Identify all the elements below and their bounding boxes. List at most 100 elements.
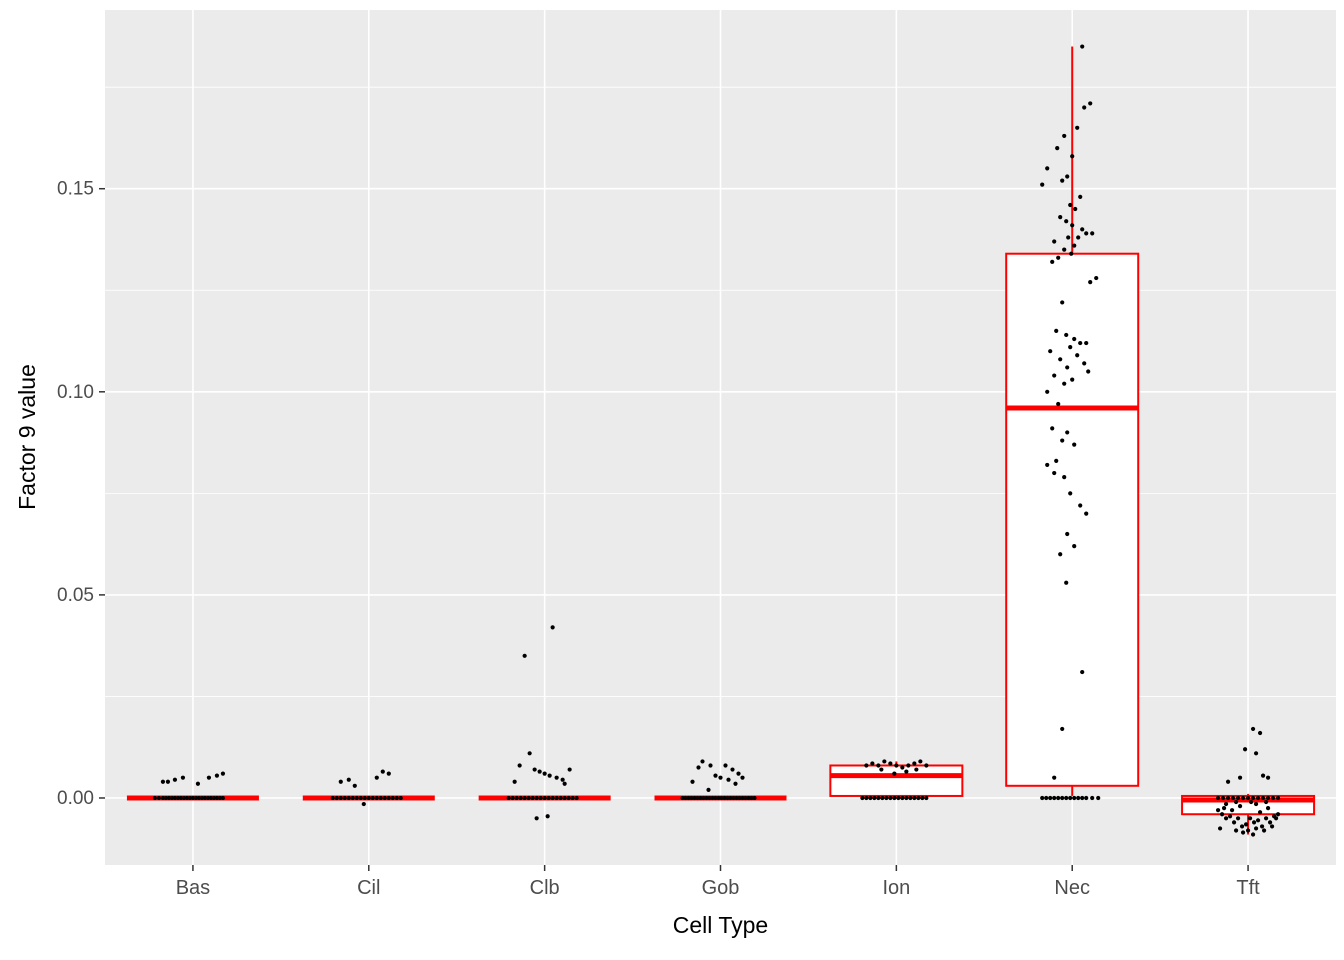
jitter-point <box>510 795 515 801</box>
jitter-point <box>1221 806 1227 811</box>
jitter-point <box>163 795 169 801</box>
jitter-point <box>522 795 527 801</box>
jitter-point <box>346 777 351 782</box>
jitter-point <box>537 769 542 774</box>
jitter-point <box>892 771 897 776</box>
jitter-point <box>752 795 757 801</box>
jitter-point <box>346 795 351 801</box>
jitter-point <box>1270 795 1276 801</box>
jitter-point <box>701 795 706 801</box>
jitter-point <box>1073 206 1078 212</box>
y-tick-label: 0.00 <box>57 788 94 809</box>
jitter-point <box>1052 239 1057 244</box>
jitter-point <box>696 765 701 770</box>
jitter-point <box>892 795 897 801</box>
jitter-point <box>366 795 371 801</box>
jitter-point <box>1068 202 1073 208</box>
jitter-point <box>1253 751 1259 756</box>
jitter-point <box>506 795 511 801</box>
jitter-point <box>737 795 742 801</box>
jitter-point <box>394 795 399 801</box>
jitter-point <box>1068 345 1073 350</box>
jitter-point <box>1082 361 1087 366</box>
jitter-point <box>1058 552 1063 557</box>
jitter-point <box>707 795 712 801</box>
x-tick-label: Clb <box>530 877 560 899</box>
jitter-point <box>354 795 359 801</box>
jitter-point <box>342 795 347 801</box>
jitter-point <box>1076 795 1081 801</box>
jitter-point <box>390 795 395 801</box>
jitter-point <box>534 795 539 801</box>
jitter-point <box>710 795 715 801</box>
jitter-point <box>740 795 745 801</box>
jitter-point <box>175 795 181 801</box>
jitter-point <box>1064 795 1069 801</box>
jitter-point <box>166 795 172 801</box>
jitter-point <box>1040 182 1045 187</box>
jitter-point <box>1088 101 1093 106</box>
y-tick-label: 0.15 <box>57 179 94 200</box>
jitter-point <box>1237 775 1243 780</box>
jitter-point <box>1070 154 1075 159</box>
jitter-point <box>692 795 697 801</box>
jitter-point <box>518 795 523 801</box>
jitter-point <box>214 773 220 778</box>
jitter-point <box>690 779 695 784</box>
jitter-point <box>542 795 547 801</box>
jitter-point <box>722 795 727 801</box>
jitter-point <box>517 763 522 768</box>
jitter-point <box>386 795 391 801</box>
jitter-point <box>196 795 202 801</box>
jitter-point <box>386 771 391 776</box>
jitter-point <box>1055 145 1060 151</box>
jitter-point <box>900 765 905 770</box>
jitter-point <box>920 795 925 801</box>
jitter-point <box>1096 795 1101 801</box>
jitter-point <box>512 779 517 784</box>
jitter-point <box>1260 773 1266 778</box>
jitter-point <box>1247 816 1253 821</box>
jitter-point <box>1056 795 1061 801</box>
jitter-point <box>876 763 881 768</box>
jitter-point <box>172 795 178 801</box>
jitter-point <box>708 763 713 768</box>
jitter-point <box>1251 820 1257 825</box>
jitter-point <box>566 795 571 801</box>
jitter-point <box>888 795 893 801</box>
jitter-point <box>1235 816 1241 821</box>
jitter-point <box>570 795 575 801</box>
jitter-point <box>1084 231 1089 236</box>
jitter-point <box>1044 795 1049 801</box>
jitter-point <box>1078 194 1083 199</box>
jitter-point <box>1250 832 1256 837</box>
jitter-point <box>330 795 335 801</box>
jitter-point <box>165 779 171 784</box>
jitter-point <box>202 795 208 801</box>
jitter-point <box>195 781 201 786</box>
jitter-point <box>554 775 559 780</box>
y-tick-label: 0.05 <box>57 585 94 606</box>
jitter-point <box>713 773 718 778</box>
jitter-point <box>1253 801 1259 807</box>
jitter-point <box>1257 810 1263 815</box>
jitter-point <box>1217 826 1223 831</box>
jitter-point <box>1076 235 1081 240</box>
jitter-point <box>1048 349 1053 354</box>
jitter-point <box>1215 808 1221 813</box>
jitter-point <box>1275 812 1281 817</box>
jitter-point <box>1230 795 1236 801</box>
jitter-point <box>378 795 383 801</box>
jitter-point <box>730 767 735 772</box>
jitter-point <box>736 771 741 776</box>
jitter-point <box>1220 795 1226 801</box>
jitter-point <box>1072 544 1077 549</box>
jitter-point <box>864 763 869 768</box>
box <box>829 764 964 797</box>
jitter-point <box>740 775 745 780</box>
jitter-point <box>1257 730 1263 736</box>
jitter-point <box>382 795 387 801</box>
jitter-point <box>1068 491 1073 496</box>
jitter-point <box>1054 328 1059 333</box>
